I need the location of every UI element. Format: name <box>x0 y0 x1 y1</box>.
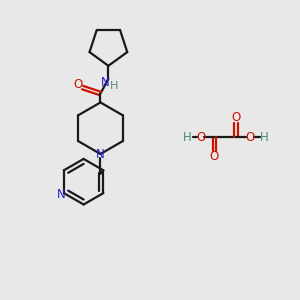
Text: H: H <box>260 130 268 144</box>
Text: H: H <box>183 130 192 144</box>
Text: N: N <box>96 148 105 161</box>
Text: N: N <box>101 76 110 89</box>
Text: O: O <box>210 150 219 164</box>
Text: O: O <box>245 130 255 144</box>
Text: H: H <box>110 81 118 91</box>
Text: O: O <box>196 130 205 144</box>
Text: O: O <box>73 78 82 91</box>
Text: N: N <box>56 188 65 201</box>
Text: O: O <box>232 111 241 124</box>
